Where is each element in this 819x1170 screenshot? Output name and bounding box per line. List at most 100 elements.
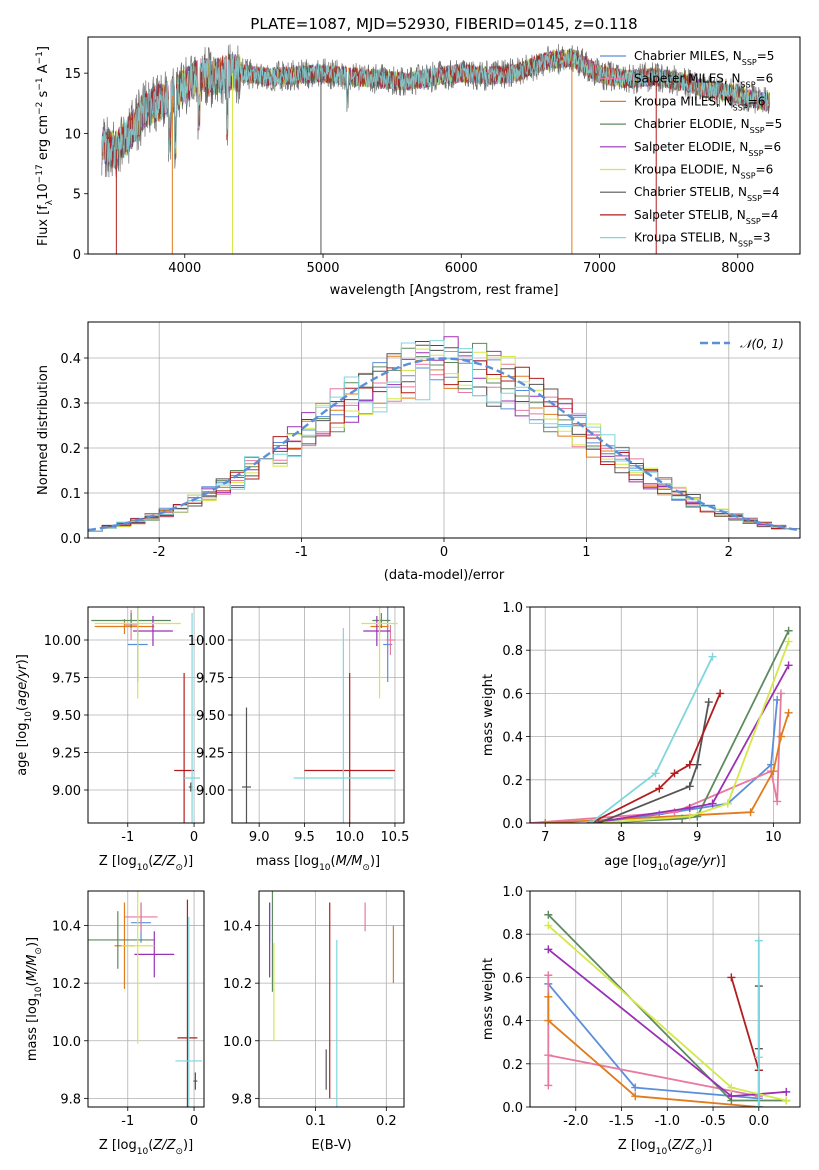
- legend-label: Salpeter ELODIE, NSSP=6: [634, 140, 781, 158]
- x-tick-label: 0: [190, 1114, 198, 1129]
- x-tick-label: 0: [440, 545, 448, 560]
- grid: [259, 891, 404, 1107]
- weight-marker: [544, 945, 553, 954]
- y-tick-label: 0.2: [60, 442, 81, 457]
- x-tick-label: 9.5: [294, 830, 315, 845]
- legend-label: Chabrier MILES, NSSP=5: [634, 49, 774, 67]
- mass-weight-vs-metallicity-panel: -2.0 -1.5 -1.0 -0.5 0.0 0.0 0.2 0.4 0.6 0.8 1.0 Z […: [481, 885, 801, 1157]
- y-tick-label: 10.0: [52, 1035, 81, 1050]
- weight-marker: [685, 812, 694, 821]
- axes-frame: [529, 606, 801, 824]
- x-tick-label: -1: [121, 830, 134, 845]
- y-tick-label: 10.2: [223, 977, 252, 992]
- y-tick-label: 0: [73, 248, 81, 263]
- legend-label: Kroupa MILES, NSSP=6: [634, 94, 765, 112]
- x-tick-label: -1.0: [655, 1114, 680, 1129]
- x-tick-label: 0.1: [305, 1114, 326, 1129]
- weight-marker: [631, 1083, 640, 1092]
- axes-frame: [87, 36, 801, 255]
- y-tick-label: 0.4: [502, 731, 523, 746]
- x-axis-label: age [log10(age/yr)]: [604, 854, 726, 873]
- plot-area: [88, 891, 203, 1107]
- weight-line: [590, 693, 721, 823]
- x-tick-label: 8: [617, 830, 625, 845]
- mass-weight-vs-age-panel: 7 8 9 10 0.0 0.2 0.4 0.6 0.8 1.0 age [log10(age/yr…: [481, 601, 801, 873]
- y-tick-label: 0.0: [502, 817, 523, 832]
- weight-marker: [541, 819, 550, 823]
- spectrum-panel: 4000 5000 6000 7000 8000 0 5 10 15 wavelength [An…: [35, 36, 801, 298]
- y-tick-label: 9.50: [52, 709, 81, 724]
- x-tick-label: 0.0: [748, 1114, 769, 1129]
- x-tick-label: 8000: [721, 261, 754, 276]
- y-tick-label: 0.3: [60, 397, 81, 412]
- y-axis-label: mass weight: [481, 958, 496, 1040]
- y-tick-label: 10.4: [52, 920, 81, 935]
- legend-label: Chabrier ELODIE, NSSP=5: [634, 117, 782, 135]
- axes-frame: [258, 890, 405, 1108]
- age-vs-metallicity-panel: -1 0 9.00 9.25 9.50 9.75 10.00 Z [log10(Z/Z⊙)] a…: [15, 606, 205, 873]
- y-axis-label: Normed distribution: [36, 365, 51, 495]
- grid: [530, 606, 800, 824]
- x-tick-label: 7000: [583, 261, 616, 276]
- weight-marker: [784, 626, 793, 635]
- axes-frame: [87, 606, 205, 824]
- y-tick-label: 10.0: [223, 1035, 252, 1050]
- x-tick-label: -2.0: [563, 1114, 588, 1129]
- plot-area: [88, 336, 800, 532]
- y-tick-label: 9.8: [60, 1092, 81, 1107]
- weight-line: [530, 693, 782, 823]
- x-tick-label: -0.5: [700, 1114, 725, 1129]
- y-tick-label: 10: [64, 127, 81, 142]
- weight-marker: [586, 819, 595, 823]
- y-tick-label: 15: [64, 67, 81, 82]
- x-tick-label: 1: [582, 545, 590, 560]
- x-axis-label: Z [log10(Z/Z⊙)]: [99, 854, 193, 873]
- weight-marker: [773, 695, 782, 704]
- histogram-step: [88, 341, 800, 532]
- weight-marker: [544, 1051, 553, 1060]
- normal-curve: [88, 357, 798, 532]
- x-axis-label: wavelength [Angstrom, rest frame]: [330, 283, 559, 298]
- spectrum-line: [101, 48, 770, 168]
- weight-marker: [704, 698, 713, 707]
- grid: [88, 891, 204, 1107]
- weight-marker: [784, 708, 793, 717]
- weight-marker: [631, 1092, 640, 1101]
- y-tick-label: 10.4: [223, 920, 252, 935]
- weight-line: [545, 712, 790, 823]
- weight-marker: [544, 921, 553, 930]
- axes-frame: [87, 321, 801, 539]
- weight-line: [730, 977, 760, 1071]
- weight-marker: [784, 661, 793, 670]
- weight-line: [547, 975, 759, 1098]
- y-tick-label: 9.75: [196, 672, 225, 687]
- y-tick-label: 0.4: [60, 352, 81, 367]
- x-tick-label: -2: [153, 545, 166, 560]
- weight-marker: [685, 803, 694, 812]
- x-tick-label: 9.0: [249, 830, 270, 845]
- weight-marker: [754, 936, 763, 945]
- y-tick-label: 0.0: [60, 532, 81, 547]
- weight-marker: [754, 1103, 763, 1107]
- y-tick-label: 0.6: [502, 687, 523, 702]
- axes-frame: [231, 606, 405, 824]
- plot-area: [91, 607, 201, 823]
- weight-marker: [727, 1092, 736, 1101]
- y-tick-label: 0.1: [60, 487, 81, 502]
- weight-marker: [746, 808, 755, 817]
- x-tick-label: 10.0: [335, 830, 364, 845]
- mass-vs-extinction-panel: 0.1 0.2 9.8 10.0 10.2 10.4 E(B-V): [223, 890, 405, 1153]
- y-tick-label: 9.8: [231, 1092, 252, 1107]
- weight-marker: [594, 819, 603, 823]
- weight-marker: [727, 1083, 736, 1092]
- x-axis-label: mass [log10(M/M⊙)]: [256, 854, 380, 873]
- x-axis-label: E(B-V): [311, 1138, 351, 1153]
- legend-label: Salpeter STELIB, NSSP=4: [634, 208, 778, 226]
- y-axis-label: age [log10(age/yr)]: [15, 654, 34, 776]
- weight-marker: [769, 767, 778, 776]
- weight-line: [590, 699, 779, 823]
- legend-label: Kroupa STELIB, NSSP=3: [634, 231, 771, 249]
- weight-marker: [782, 1087, 791, 1096]
- weight-marker: [784, 637, 793, 646]
- weight-marker: [727, 973, 736, 982]
